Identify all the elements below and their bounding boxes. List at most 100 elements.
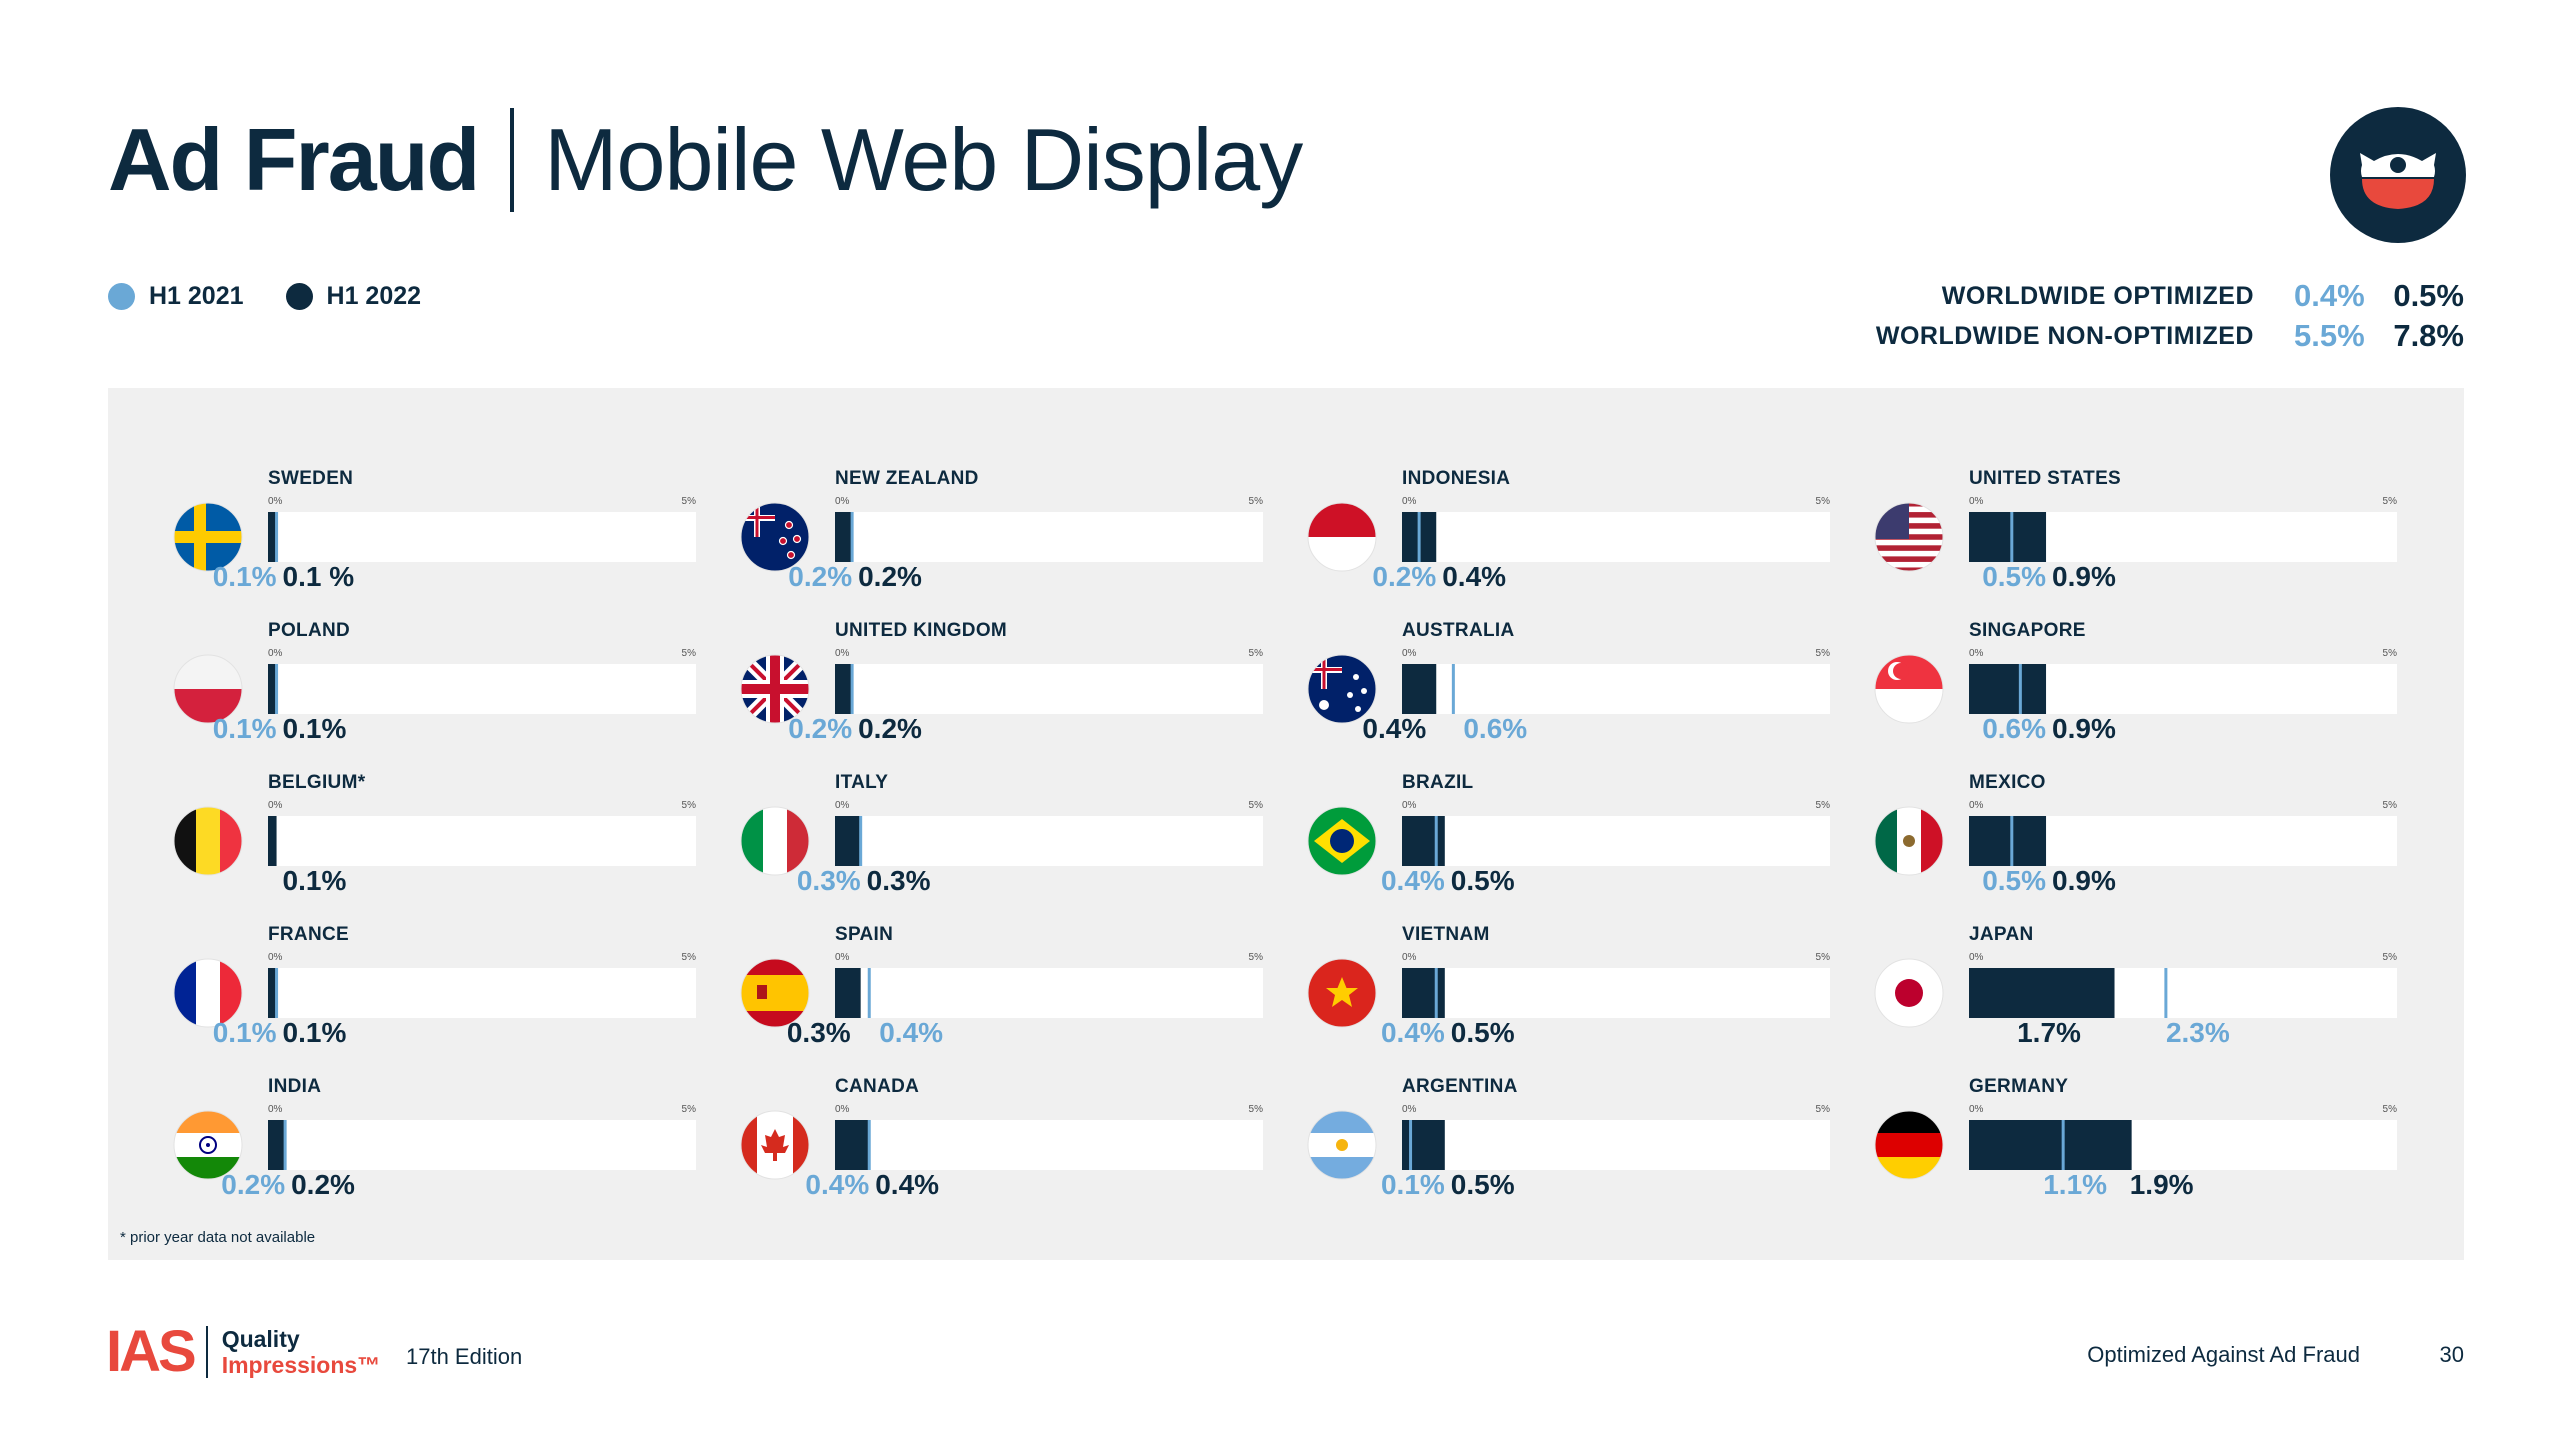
bar-h1-2022 bbox=[1969, 1120, 2132, 1170]
country-argentina: ARGENTINA 0% 5% 0.1% 0.5% bbox=[1307, 1076, 1830, 1200]
country-name: AUSTRALIA bbox=[1402, 620, 1514, 641]
bar-track bbox=[1402, 1120, 1830, 1170]
value-label-h1-2022: 0.1% bbox=[283, 1017, 347, 1048]
bar-h1-2022 bbox=[835, 968, 861, 1018]
marker-h1-2021 bbox=[859, 816, 863, 866]
worldwide-non-optimized-h1-2022: 7.8% bbox=[2393, 318, 2464, 353]
value-label-h1-2021: 0.2% bbox=[788, 561, 852, 592]
bar-h1-2022 bbox=[1402, 1120, 1445, 1170]
country-name: UNITED KINGDOM bbox=[835, 620, 1007, 641]
bar-h1-2022 bbox=[268, 816, 277, 866]
value-label-h1-2022: 0.5% bbox=[1451, 865, 1515, 896]
bar-track bbox=[835, 1120, 1263, 1170]
country-name: SWEDEN bbox=[268, 468, 353, 489]
country-name: INDONESIA bbox=[1402, 468, 1510, 489]
footnote: * prior year data not available bbox=[120, 1229, 316, 1246]
country-india: INDIA 0% 5% 0.2% 0.2% bbox=[173, 1076, 696, 1200]
value-label-h1-2022: 0.2% bbox=[291, 1169, 355, 1200]
value-label-h1-2022: 0.9% bbox=[2052, 865, 2116, 896]
value-label-h1-2021: 0.1% bbox=[1381, 1169, 1445, 1200]
marker-h1-2021 bbox=[1434, 816, 1438, 866]
bar-track bbox=[835, 968, 1263, 1018]
axis-min-label: 0% bbox=[1402, 496, 1417, 507]
country-brazil: BRAZIL 0% 5% 0.4% 0.5% bbox=[1307, 772, 1830, 896]
bar-h1-2022 bbox=[1969, 664, 2047, 714]
value-label-h1-2021: 0.4% bbox=[1381, 865, 1445, 896]
axis-max-label: 5% bbox=[2383, 952, 2398, 963]
bar-h1-2022 bbox=[1969, 512, 2047, 562]
value-label-h1-2022: 1.7% bbox=[2017, 1017, 2081, 1048]
country-name: INDIA bbox=[268, 1076, 321, 1097]
marker-h1-2021 bbox=[2010, 512, 2014, 562]
bar-h1-2022 bbox=[1402, 664, 1437, 714]
value-label-h1-2022: 0.4% bbox=[1362, 713, 1426, 744]
country-belgium: BELGIUM* 0% 5% 0.1% bbox=[173, 772, 696, 896]
marker-h1-2021 bbox=[867, 1120, 871, 1170]
axis-min-label: 0% bbox=[1969, 1104, 1984, 1115]
marker-h1-2021 bbox=[2010, 816, 2014, 866]
axis-min-label: 0% bbox=[268, 496, 283, 507]
axis-max-label: 5% bbox=[2383, 648, 2398, 659]
axis-max-label: 5% bbox=[682, 648, 697, 659]
title-divider bbox=[510, 108, 515, 212]
value-label-h1-2021: 0.1% bbox=[213, 1017, 277, 1048]
bar-track bbox=[268, 968, 696, 1018]
axis-max-label: 5% bbox=[1249, 1104, 1264, 1115]
value-label-h1-2021: 0.2% bbox=[1372, 561, 1436, 592]
value-label-h1-2022: 0.1% bbox=[283, 713, 347, 744]
bar-track bbox=[835, 664, 1263, 714]
value-label-h1-2021: 0.4% bbox=[879, 1017, 943, 1048]
axis-min-label: 0% bbox=[1402, 952, 1417, 963]
country-name: BRAZIL bbox=[1402, 772, 1474, 793]
axis-min-label: 0% bbox=[1969, 952, 1984, 963]
country-australia: AUSTRALIA 0% 5% 0.4% 0.6% bbox=[1307, 620, 1830, 744]
spain-flag-icon bbox=[740, 958, 810, 1028]
axis-max-label: 5% bbox=[2383, 1104, 2398, 1115]
axis-max-label: 5% bbox=[1816, 496, 1831, 507]
axis-min-label: 0% bbox=[268, 1104, 283, 1115]
australia-flag-icon bbox=[1307, 654, 1377, 724]
ias-wordmark: IAS bbox=[106, 1319, 197, 1384]
axis-min-label: 0% bbox=[1402, 1104, 1417, 1115]
belgium-flag-icon bbox=[173, 806, 243, 876]
bar-track bbox=[835, 512, 1263, 562]
value-label-h1-2021: 0.2% bbox=[221, 1169, 285, 1200]
axis-max-label: 5% bbox=[682, 952, 697, 963]
germany-flag-icon bbox=[1874, 1110, 1944, 1180]
brand-divider bbox=[205, 1325, 208, 1378]
marker-h1-2021 bbox=[275, 968, 279, 1018]
country-name: UNITED STATES bbox=[1969, 468, 2121, 489]
country-chart-panel: SWEDEN 0% 5% 0.1% 0.1 % POLAND 0% 5% 0.1% 0.1% BEL… bbox=[108, 388, 2464, 1260]
country-name: ITALY bbox=[835, 772, 888, 793]
brand-line-1: Quality bbox=[221, 1325, 300, 1352]
country-new-zealand: NEW ZEALAND 0% 5% 0.2% 0.2% bbox=[740, 468, 1263, 592]
bar-h1-2022 bbox=[1402, 816, 1445, 866]
value-label-h1-2022: 0.3% bbox=[787, 1017, 851, 1048]
marker-h1-2021 bbox=[1451, 664, 1455, 714]
value-label-h1-2022: 0.4% bbox=[1442, 561, 1506, 592]
legend: H1 2021 H1 2022 bbox=[108, 282, 463, 311]
united-states-flag-icon bbox=[1874, 502, 1944, 572]
value-label-h1-2021: 0.2% bbox=[788, 713, 852, 744]
axis-max-label: 5% bbox=[1249, 648, 1264, 659]
bar-track bbox=[268, 1120, 696, 1170]
legend-dot-h1-2021 bbox=[108, 283, 135, 310]
country-name: VIETNAM bbox=[1402, 924, 1490, 945]
worldwide-summary: WORLDWIDE OPTIMIZED 0.4% 0.5% WORLDWIDE … bbox=[1876, 276, 2464, 356]
country-name: ARGENTINA bbox=[1402, 1076, 1518, 1097]
singapore-flag-icon bbox=[1874, 654, 1944, 724]
marker-h1-2021 bbox=[867, 968, 871, 1018]
country-name: NEW ZEALAND bbox=[835, 468, 979, 489]
axis-max-label: 5% bbox=[2383, 496, 2398, 507]
bar-h1-2022 bbox=[268, 512, 277, 562]
worldwide-non-optimized-label: WORLDWIDE NON-OPTIMIZED bbox=[1875, 321, 2254, 350]
new-zealand-flag-icon bbox=[740, 502, 810, 572]
legend-item-h1-2021: H1 2021 bbox=[108, 282, 244, 311]
bar-h1-2022 bbox=[835, 1120, 870, 1170]
value-label-h1-2022: 0.4% bbox=[875, 1169, 939, 1200]
worldwide-optimized-row: WORLDWIDE OPTIMIZED 0.4% 0.5% bbox=[1876, 276, 2464, 316]
value-label-h1-2021: 0.1% bbox=[213, 713, 277, 744]
axis-max-label: 5% bbox=[1816, 952, 1831, 963]
marker-h1-2021 bbox=[850, 664, 854, 714]
